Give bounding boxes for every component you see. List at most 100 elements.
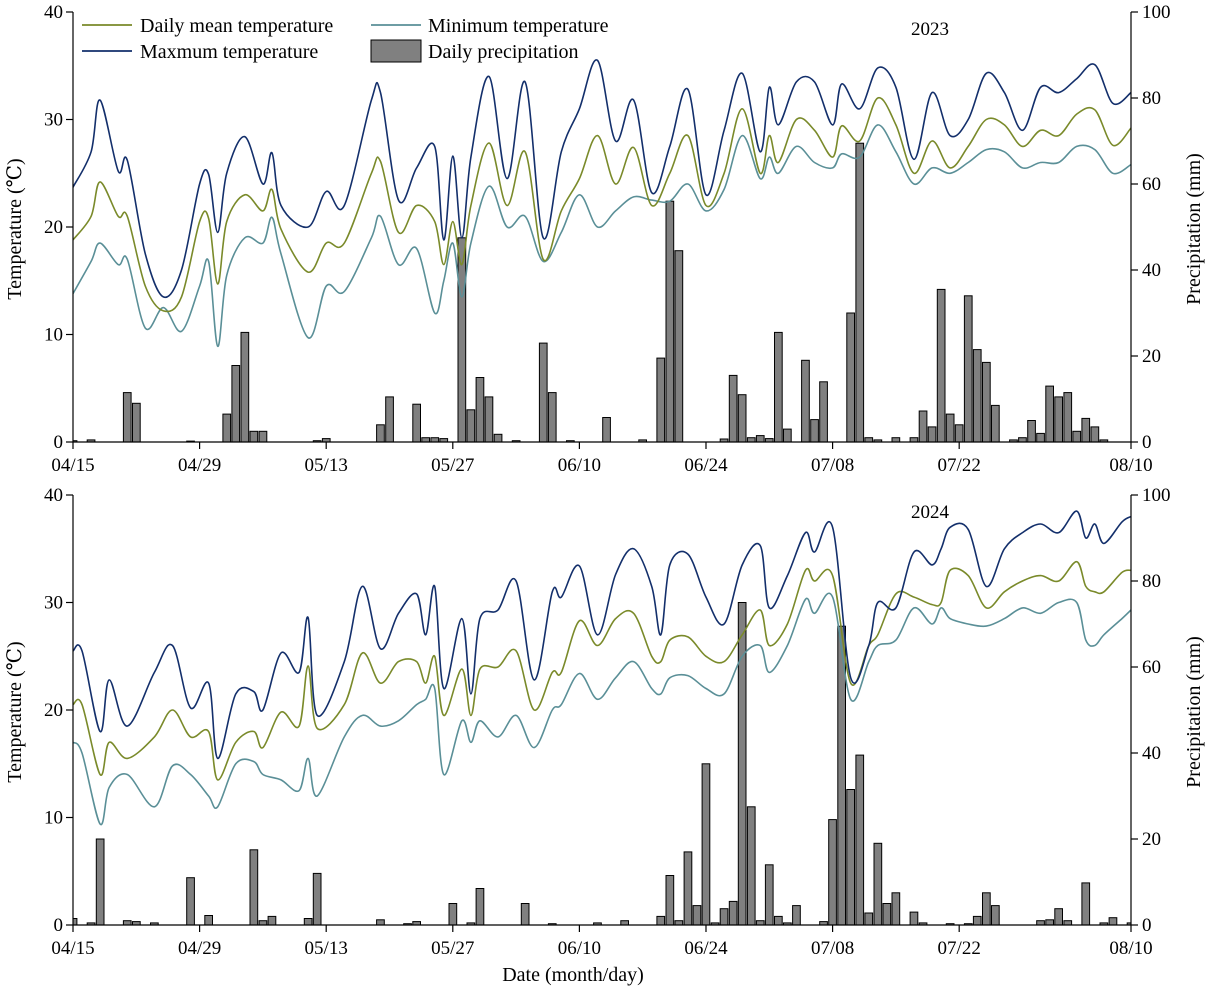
x-axis-title: Date (month/day)	[502, 964, 644, 986]
y-right-tick-label: 20	[1142, 829, 1161, 850]
precip-bar	[412, 403, 421, 442]
precip-bar	[1036, 432, 1045, 442]
precip-bar	[665, 200, 675, 442]
precip-bar	[1063, 920, 1073, 925]
precip-bar	[1036, 920, 1045, 925]
precip-bar	[1045, 919, 1055, 925]
precip-bar	[728, 374, 738, 442]
precip-bar	[954, 424, 964, 442]
precip-bar	[819, 381, 828, 442]
series-line-min	[73, 592, 1131, 826]
precip-bar	[1063, 392, 1073, 442]
precip-bar	[774, 331, 783, 442]
precip-bar	[421, 437, 430, 442]
precip-bar	[1054, 908, 1064, 925]
y-right-tick-label: 80	[1142, 88, 1161, 109]
x-tick-label: 06/24	[684, 938, 728, 959]
precip-bar	[846, 312, 855, 442]
panel-2024: 0 10 20 30 40 0 20 40 60 80 100 04/15 04/29 05/13 05/2…	[4, 485, 1205, 959]
precip-bar	[186, 877, 195, 925]
precip-bar	[493, 433, 503, 442]
x-tick-label: 04/15	[51, 938, 94, 959]
precip-bar	[792, 905, 801, 925]
precip-bar	[683, 851, 693, 925]
y-right-tick-label: 80	[1142, 571, 1161, 592]
y-left-tick-label: 0	[54, 915, 64, 936]
legend-precip-swatch	[370, 39, 422, 63]
precip-bar	[430, 437, 440, 442]
precip-bar	[719, 438, 729, 442]
y-right-tick-label: 0	[1142, 432, 1152, 453]
y-left-tick-label: 30	[44, 110, 63, 131]
precip-bar	[855, 754, 865, 925]
x-tick-label: 06/10	[558, 455, 601, 476]
y-right-tick-label: 100	[1142, 2, 1171, 23]
precip-bar	[1045, 385, 1055, 442]
x-tick-label: 05/27	[431, 938, 474, 959]
x-tick-label: 04/29	[178, 455, 221, 476]
precip-bar	[249, 849, 259, 925]
precip-bar	[909, 911, 919, 925]
precip-bar	[547, 923, 557, 925]
precip-bar	[1090, 426, 1100, 442]
precip-bar	[475, 888, 485, 925]
precip-bar	[376, 919, 385, 925]
precip-bar	[783, 922, 792, 925]
x-tick-label: 04/15	[51, 455, 94, 476]
precip-bar	[1027, 420, 1036, 442]
legend: Daily mean temperature Minimum temperatu…	[82, 15, 609, 63]
precip-bar	[1126, 922, 1131, 925]
precip-bar	[547, 392, 557, 442]
precip-bar	[222, 413, 232, 442]
precip-bar	[1099, 922, 1109, 925]
precip-bar	[764, 438, 774, 442]
precip-bar	[963, 923, 973, 925]
x-tick-label: 05/13	[305, 455, 348, 476]
precip-bar	[466, 409, 476, 442]
precip-bar	[783, 428, 792, 442]
precip-bar	[728, 900, 738, 925]
y-left-tick-label: 40	[44, 485, 63, 506]
series-line-max	[73, 59, 1131, 299]
precip-bar	[448, 903, 458, 925]
precip-bar	[701, 763, 711, 925]
precip-bar	[1054, 396, 1064, 442]
y-left-tick-label: 0	[54, 432, 64, 453]
precip-bar	[122, 920, 132, 925]
precip-bar	[511, 440, 521, 442]
year-label: 2023	[911, 19, 949, 40]
precip-bar	[1081, 417, 1091, 442]
precip-bar	[828, 819, 837, 925]
y-right-tick-label: 60	[1142, 174, 1161, 195]
precip-bar	[656, 915, 666, 925]
y-left-axis-title: Temperature (℃)	[4, 641, 26, 782]
precip-bar	[656, 357, 666, 442]
plot-area	[73, 510, 1131, 925]
precip-bar	[855, 142, 865, 442]
precip-bar	[918, 410, 928, 442]
precip-bar	[719, 908, 729, 925]
precip-bar	[602, 417, 611, 442]
precip-bar	[1154, 433, 1162, 442]
legend-mean-label: Daily mean temperature	[140, 15, 333, 37]
precip-bar	[620, 920, 629, 925]
precip-bar	[267, 915, 277, 925]
precip-bar	[1018, 437, 1027, 442]
precip-bar	[204, 915, 214, 925]
precip-bar	[945, 413, 955, 442]
precip-bar	[249, 430, 259, 442]
x-tick-label: 06/10	[558, 938, 601, 959]
x-tick-label: 06/24	[684, 455, 728, 476]
plot-area	[73, 59, 1162, 442]
precip-bar	[864, 912, 874, 925]
x-tick-label: 07/22	[938, 455, 981, 476]
precip-bar	[674, 250, 684, 442]
precip-bar	[439, 438, 449, 442]
precip-bar	[936, 288, 946, 442]
y-right-tick-label: 60	[1142, 657, 1161, 678]
precip-bar	[991, 905, 1000, 925]
year-label: 2024	[911, 502, 950, 523]
precip-bar	[755, 435, 765, 442]
precip-bar	[385, 396, 394, 442]
x-tick-label: 08/10	[1109, 455, 1152, 476]
